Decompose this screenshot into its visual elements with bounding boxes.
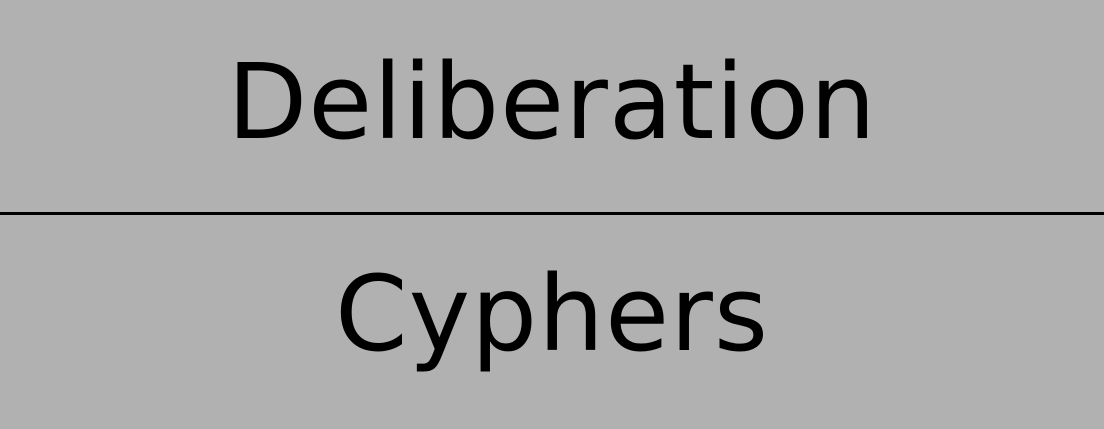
- bottom-section: Cyphers: [0, 215, 1104, 429]
- top-label: Deliberation: [227, 41, 877, 163]
- divider-line: [0, 212, 1104, 215]
- bottom-label: Cyphers: [334, 253, 770, 375]
- top-section: Deliberation: [0, 0, 1104, 212]
